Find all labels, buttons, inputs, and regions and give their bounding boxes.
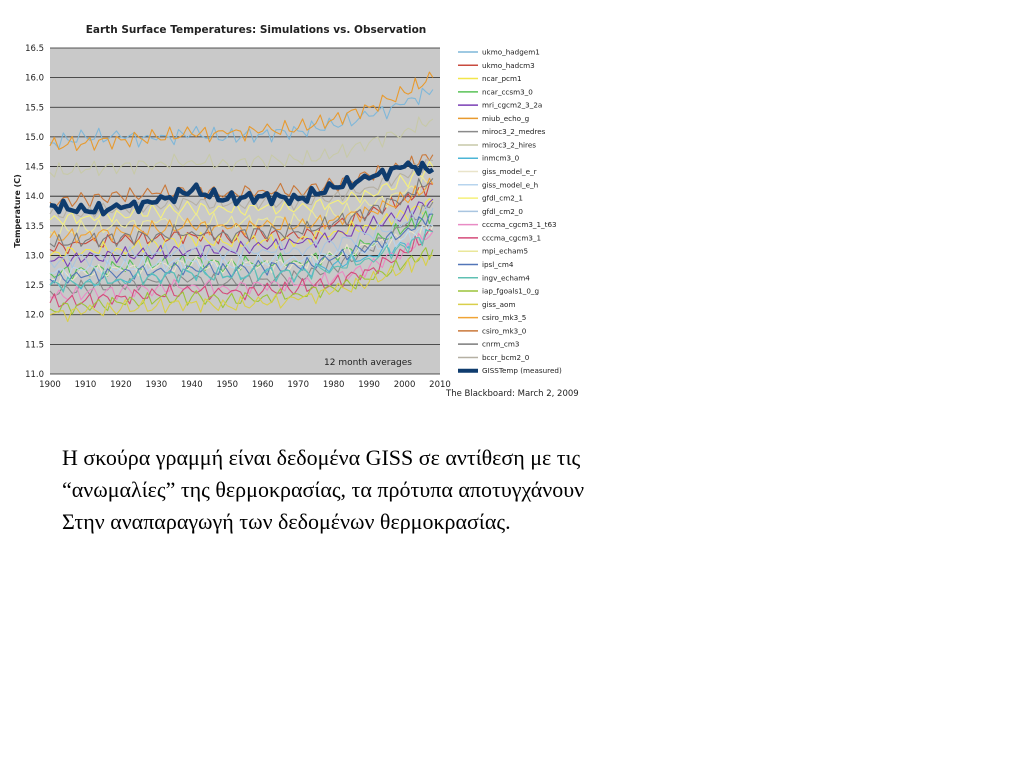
series-line bbox=[49, 224, 434, 282]
series-line bbox=[49, 229, 434, 293]
legend-label: miroc3_2_hires bbox=[482, 140, 536, 149]
legend-label: gfdl_cm2_1 bbox=[482, 194, 523, 203]
series-line bbox=[49, 213, 433, 284]
legend-label: miub_echo_g bbox=[482, 114, 529, 123]
x-tick-label: 1940 bbox=[181, 380, 203, 390]
series-line bbox=[49, 116, 434, 178]
y-tick-label: 16.0 bbox=[25, 74, 44, 84]
series-line bbox=[49, 254, 433, 323]
legend-label: ingv_echam4 bbox=[482, 273, 530, 282]
series-line bbox=[49, 160, 434, 226]
caption-line-1: Η σκούρα γραμμή είναι δεδομένα GISS σε α… bbox=[62, 445, 581, 470]
series-line bbox=[49, 198, 434, 262]
legend-label: cccma_cgcm3_1 bbox=[482, 233, 541, 242]
y-tick-label: 11.5 bbox=[25, 340, 44, 350]
y-tick-label: 15.5 bbox=[25, 103, 44, 113]
y-axis-label: Temperature (C) bbox=[13, 174, 22, 248]
series-line bbox=[49, 210, 434, 281]
legend-label: bccr_bcm2_0 bbox=[482, 353, 530, 362]
legend-label: inmcm3_0 bbox=[482, 154, 520, 163]
chart-annotation: 12 month averages bbox=[324, 358, 412, 368]
series-line bbox=[49, 87, 434, 149]
x-tick-label: 2010 bbox=[429, 380, 451, 390]
legend-label: iap_fgoals1_0_g bbox=[482, 287, 539, 296]
y-tick-label: 14.0 bbox=[25, 192, 44, 202]
plot-area bbox=[50, 48, 440, 374]
legend-label: miroc3_2_medres bbox=[482, 127, 546, 136]
x-tick-label: 1910 bbox=[75, 380, 97, 390]
y-tick-label: 16.5 bbox=[25, 44, 44, 54]
y-tick-label: 15.0 bbox=[25, 133, 44, 143]
y-tick-label: 14.5 bbox=[25, 163, 44, 173]
y-tick-label: 12.0 bbox=[25, 311, 44, 321]
legend-label: ipsl_cm4 bbox=[482, 260, 514, 269]
legend-label: mri_cgcm2_3_2a bbox=[482, 101, 542, 110]
source-note: The Blackboard: March 2, 2009 bbox=[445, 389, 579, 399]
caption-text: Η σκούρα γραμμή είναι δεδομένα GISS σε α… bbox=[62, 442, 762, 538]
legend-label: ncar_pcm1 bbox=[482, 74, 522, 83]
temperature-chart: Earth Surface Temperatures: Simulations … bbox=[13, 24, 579, 399]
legend-label: GISSTemp (measured) bbox=[482, 366, 562, 375]
y-tick-label: 13.0 bbox=[25, 251, 44, 261]
chart-title: Earth Surface Temperatures: Simulations … bbox=[86, 24, 427, 36]
y-tick-label: 11.0 bbox=[25, 370, 44, 380]
x-axis-ticks: 1900 1910 1920 1930 1940 1950 1960 1970 1980 1990… bbox=[39, 380, 451, 390]
series-line bbox=[49, 228, 434, 309]
legend-label: ukmo_hadgem1 bbox=[482, 48, 540, 57]
legend-label: ncar_ccsm3_0 bbox=[482, 87, 533, 96]
series-line bbox=[49, 205, 434, 269]
series-line bbox=[49, 247, 434, 315]
series-line bbox=[49, 198, 434, 268]
y-tick-label: 12.5 bbox=[25, 281, 44, 291]
legend-label: giss_aom bbox=[482, 300, 515, 309]
legend-label: gfdl_cm2_0 bbox=[482, 207, 523, 216]
x-tick-label: 1930 bbox=[146, 380, 168, 390]
series-line bbox=[49, 177, 434, 244]
y-axis-ticks: 11.0 11.5 12.0 12.5 13.0 13.5 14.0 14.5 15.0 15.5… bbox=[25, 44, 44, 380]
caption-line-2: “ανωμαλίες” της θερμοκρασίας, τα πρότυπα… bbox=[62, 477, 585, 502]
series-line bbox=[49, 178, 434, 248]
x-tick-label: 2000 bbox=[394, 380, 416, 390]
series-line bbox=[49, 224, 434, 285]
x-tick-label: 1920 bbox=[110, 380, 132, 390]
legend-label: giss_model_e_r bbox=[482, 167, 537, 176]
series-line bbox=[49, 159, 434, 219]
legend-label: cnrm_cm3 bbox=[482, 340, 519, 349]
legend-label: csiro_mk3_0 bbox=[482, 326, 527, 335]
x-tick-label: 1990 bbox=[358, 380, 380, 390]
x-tick-label: 1980 bbox=[323, 380, 345, 390]
series-line-measured bbox=[49, 160, 435, 217]
x-tick-label: 1900 bbox=[39, 380, 61, 390]
legend: ukmo_hadgem1 ukmo_hadcm3 ncar_pcm1 ncar_ccs… bbox=[458, 48, 562, 375]
legend-label: mpi_echam5 bbox=[482, 247, 528, 256]
legend-label: giss_model_e_h bbox=[482, 180, 538, 189]
x-tick-label: 1970 bbox=[287, 380, 309, 390]
legend-label: csiro_mk3_5 bbox=[482, 313, 526, 322]
y-tick-label: 13.5 bbox=[25, 222, 44, 232]
x-tick-label: 1960 bbox=[252, 380, 274, 390]
legend-label: cccma_cgcm3_1_t63 bbox=[482, 220, 557, 229]
series-line bbox=[49, 176, 434, 238]
series-lines bbox=[49, 71, 435, 323]
x-tick-label: 1950 bbox=[216, 380, 238, 390]
series-line bbox=[49, 71, 434, 152]
caption-line-3: Στην αναπαραγωγή των δεδομένων θερμοκρασ… bbox=[62, 509, 511, 534]
legend-label: ukmo_hadcm3 bbox=[482, 61, 535, 70]
